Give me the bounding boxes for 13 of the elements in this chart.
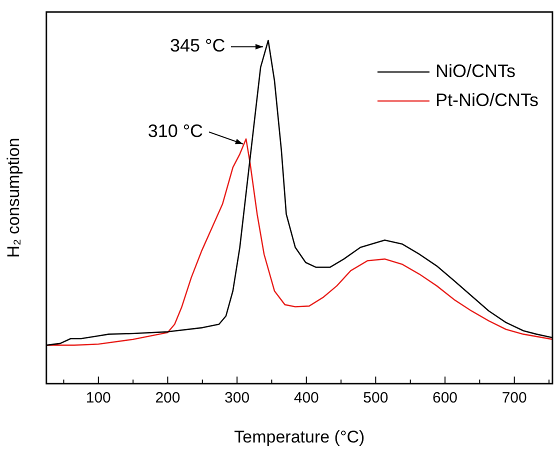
x-tick-label: 100 — [86, 390, 111, 407]
x-tick-label: 600 — [432, 390, 458, 407]
x-tick-label: 300 — [224, 390, 250, 407]
y-axis-title: H₂ consumption — [4, 138, 23, 258]
legend-label: NiO/CNTs — [435, 60, 516, 81]
x-tick-label: 400 — [294, 390, 319, 407]
x-tick-label: 200 — [155, 390, 180, 407]
legend-label: Pt-NiO/CNTs — [435, 90, 538, 110]
x-axis-title: Temperature (°C) — [234, 427, 365, 446]
x-tick-label: 700 — [502, 390, 527, 407]
annotation: 345 °C — [170, 35, 226, 56]
annotation: 310 °C — [148, 120, 204, 141]
x-tick-label: 500 — [363, 390, 388, 407]
